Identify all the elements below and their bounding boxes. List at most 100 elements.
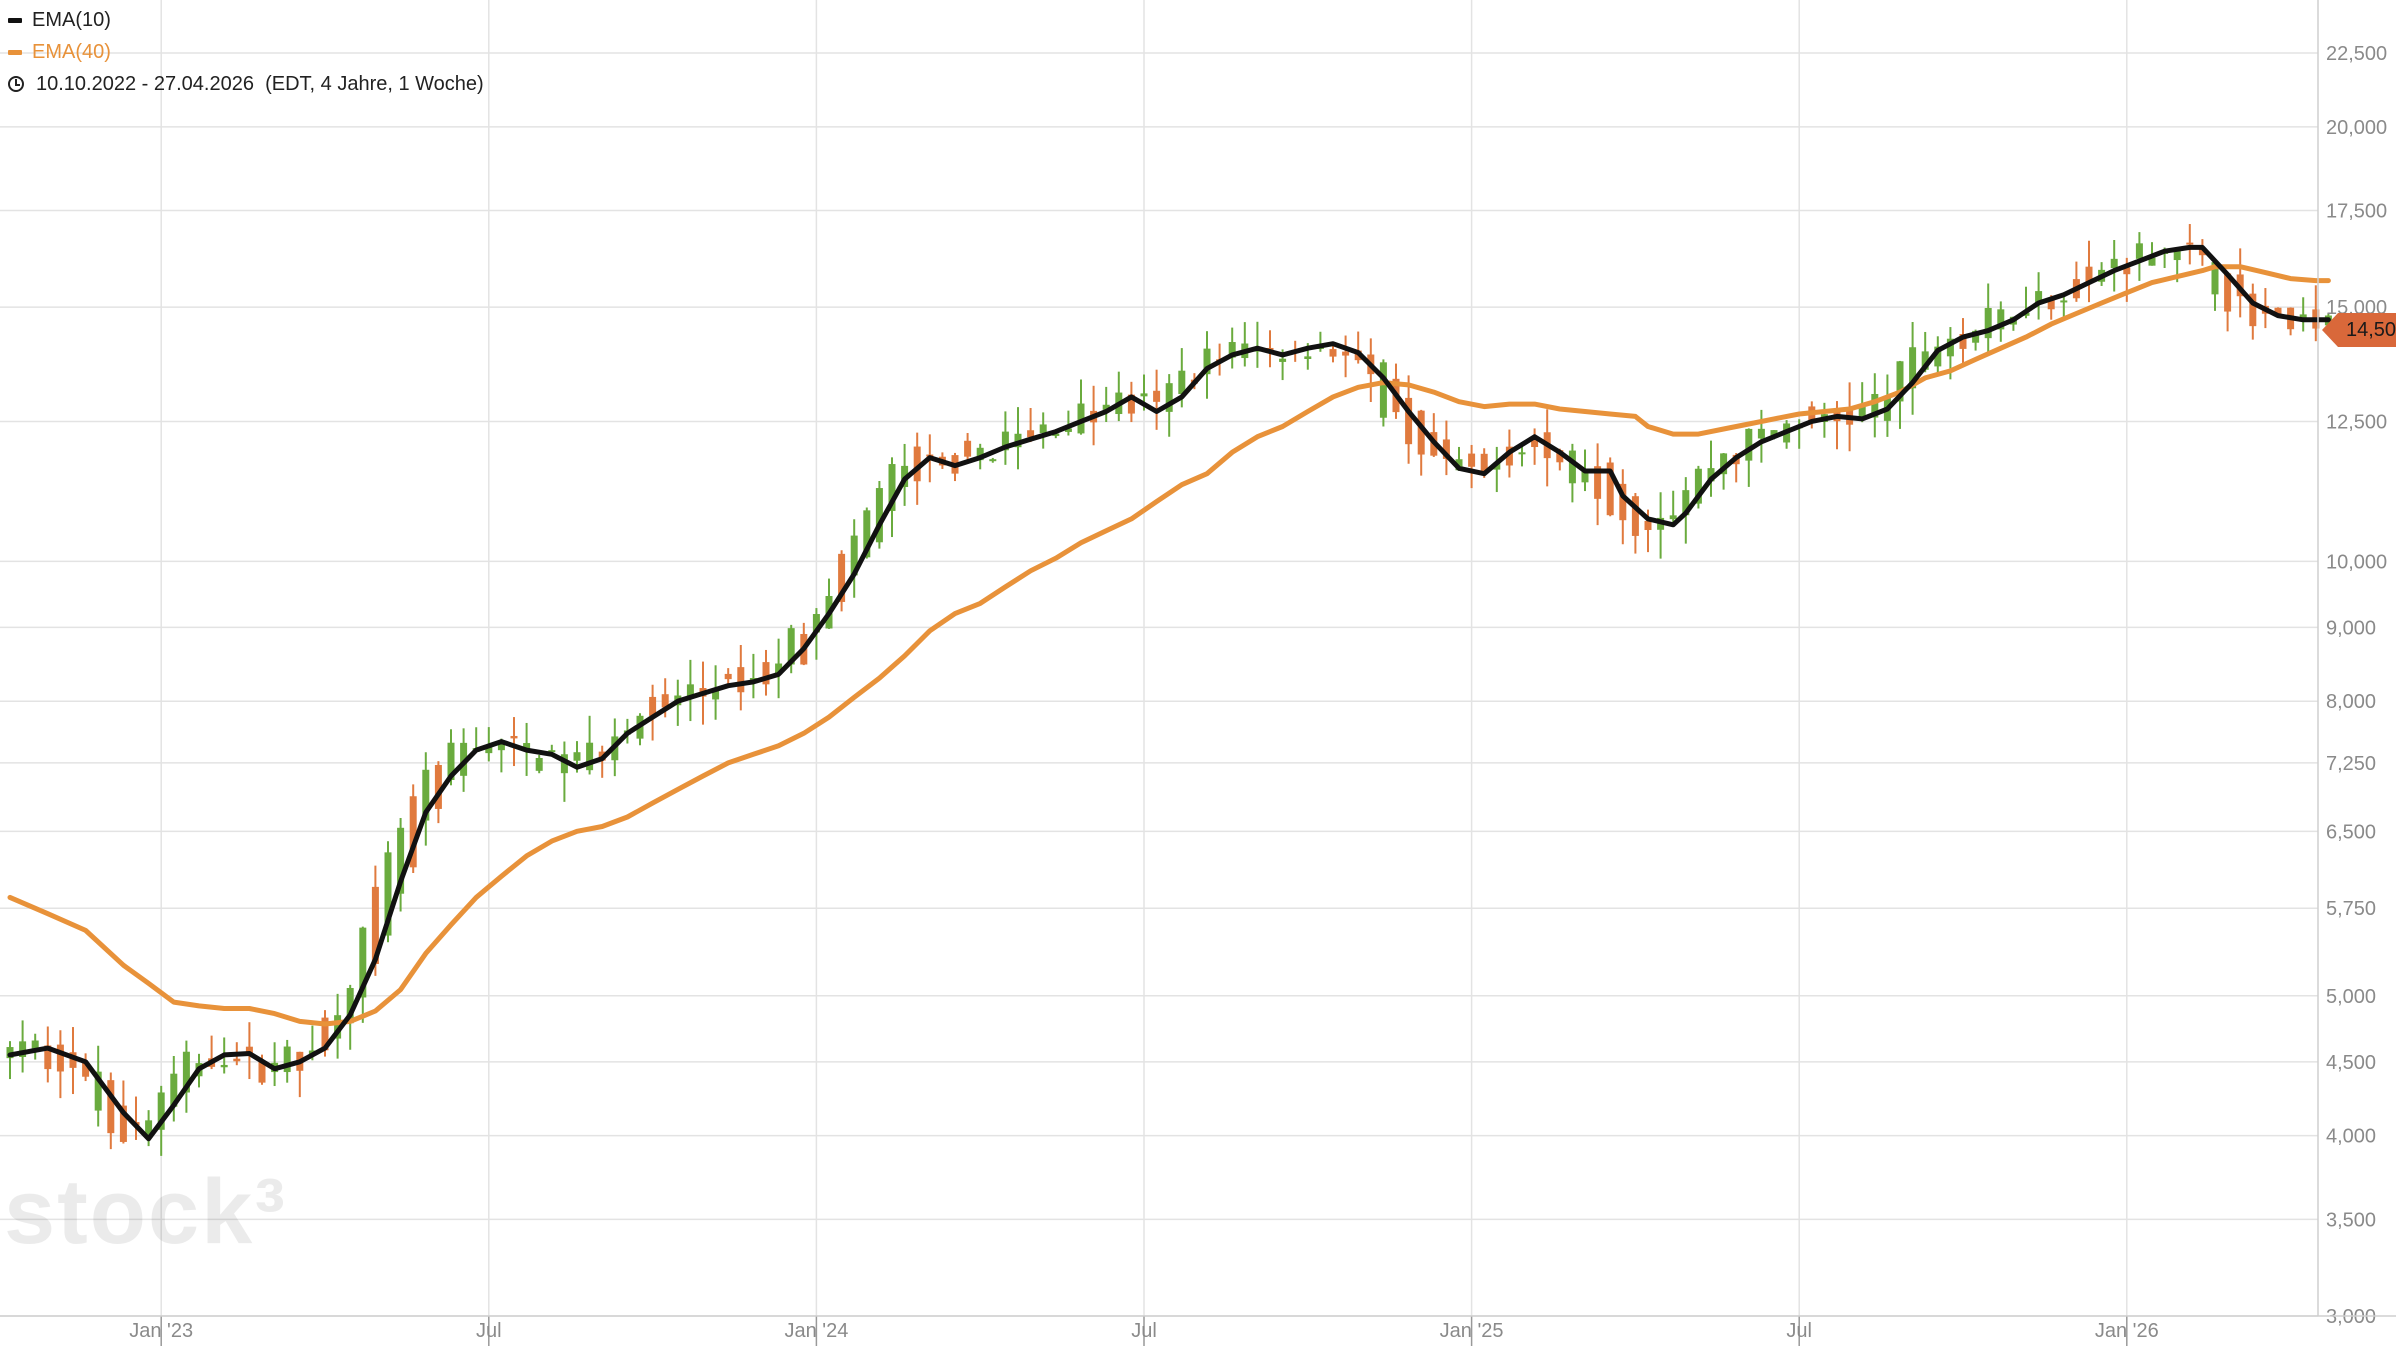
candle-up [2060, 296, 2068, 317]
candle-down [2224, 272, 2232, 332]
x-tick-label: Jul [1786, 1320, 1812, 1342]
candle-down [1631, 492, 1639, 554]
y-tick-label: 7,250 [2326, 753, 2376, 775]
candle-up [1493, 446, 1501, 493]
last-price-tag: 14,500 [2322, 313, 2396, 347]
ema10-label: EMA(10) [32, 9, 111, 31]
candle-down [1127, 381, 1135, 423]
candle-up [1253, 321, 1261, 368]
candle-up [825, 578, 833, 629]
candle-up [170, 1056, 178, 1122]
candle-down [649, 684, 657, 741]
candle-up [19, 1020, 27, 1073]
y-tick-label: 4,000 [2326, 1126, 2376, 1148]
y-tick-label: 10,000 [2326, 551, 2387, 573]
y-tick-label: 9,000 [2326, 617, 2376, 639]
candle-up [1077, 379, 1085, 435]
candle-down [1606, 457, 1614, 517]
y-tick-label: 4,500 [2326, 1052, 2376, 1074]
candle-up [283, 1039, 291, 1083]
candle-down [1153, 369, 1161, 430]
candle-up [2135, 232, 2143, 281]
candle-up [1241, 322, 1249, 367]
candle-down [2085, 240, 2093, 303]
candle-up [359, 926, 367, 1023]
candle-up [397, 817, 405, 912]
x-tick-label: Jan '25 [1440, 1320, 1504, 1342]
candle-up [2035, 272, 2043, 320]
candle-up [1909, 321, 1917, 415]
candle-up [989, 457, 997, 463]
y-tick-label: 22,500 [2326, 43, 2387, 65]
legend-date-range[interactable]: 10.10.2022 - 27.04.2026 (EDT, 4 Jahre, 1… [8, 68, 484, 100]
candle-down [1354, 331, 1362, 364]
candle-down [2287, 307, 2295, 336]
candle-up [1568, 443, 1576, 503]
y-tick-label: 6,500 [2326, 821, 2376, 843]
candle-up [1115, 371, 1123, 422]
candle-up [1858, 382, 1866, 423]
date-range-text: 10.10.2022 - 27.04.2026 [36, 73, 254, 95]
candle-down [56, 1030, 64, 1099]
y-tick-label: 5,000 [2326, 986, 2376, 1008]
candle-up [1997, 301, 2005, 342]
y-tick-label: 20,000 [2326, 117, 2387, 139]
candle-up [1694, 465, 1702, 509]
gridlines [0, 0, 2318, 1317]
candle-up [712, 665, 720, 720]
x-tick-label: Jul [1131, 1320, 1157, 1342]
candle-down [838, 550, 846, 612]
x-tick-label: Jul [476, 1320, 502, 1342]
candle-down [245, 1022, 253, 1080]
candle-down [44, 1026, 52, 1083]
candle-up [271, 1042, 279, 1087]
candle-down [737, 644, 745, 711]
candle-up [2110, 240, 2118, 292]
candle-down [2198, 239, 2206, 266]
watermark-logo: stock³ [4, 1161, 287, 1263]
candle-up [775, 638, 783, 699]
candle-up [1669, 490, 1677, 524]
candle-down [2186, 224, 2194, 265]
candle-up [1102, 386, 1110, 422]
candle-down [1405, 375, 1413, 464]
candle-up [1064, 410, 1072, 436]
ema-lines [7, 244, 2331, 1142]
candle-up [1934, 336, 1942, 376]
legend-ema40[interactable]: EMA(40) [8, 36, 484, 68]
candle-down [2249, 283, 2257, 340]
candle-up [850, 519, 858, 598]
candle-up [31, 1033, 39, 1060]
ema40-swatch [8, 49, 22, 55]
candle-down [964, 433, 972, 463]
legend-ema10[interactable]: EMA(10) [8, 4, 484, 36]
candle-up [1001, 411, 1009, 465]
candle-up [749, 653, 757, 699]
candle-down [409, 784, 417, 873]
ema10-swatch [8, 17, 22, 23]
candle-down [1594, 443, 1602, 526]
candle-down [1027, 408, 1035, 443]
candle-down [1417, 409, 1425, 476]
candlesticks [6, 224, 2332, 1156]
candle-up [1014, 407, 1022, 470]
candle-up [1984, 283, 1992, 355]
candle-up [1039, 412, 1047, 449]
chart-legend: EMA(10) EMA(40) 10.10.2022 - 27.04.2026 … [8, 4, 484, 100]
candle-up [787, 624, 795, 674]
ema40-line [7, 264, 2331, 1027]
candle-up [422, 752, 430, 846]
x-tick-label: Jan '26 [2095, 1320, 2159, 1342]
y-tick-label: 8,000 [2326, 691, 2376, 713]
candle-up [6, 1041, 14, 1080]
candle-up [560, 741, 568, 802]
candle-up [94, 1045, 102, 1127]
y-tick-label: 3,000 [2326, 1306, 2376, 1328]
candle-up [1757, 409, 1765, 463]
x-tick-label: Jan '24 [784, 1320, 848, 1342]
candle-down [107, 1072, 115, 1150]
candle-down [2072, 261, 2080, 302]
ema10-line [7, 244, 2331, 1142]
